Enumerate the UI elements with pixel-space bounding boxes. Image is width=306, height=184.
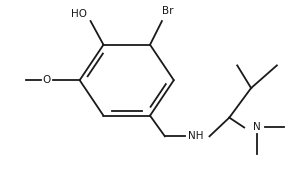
Text: NH: NH — [188, 131, 203, 141]
Text: Br: Br — [162, 6, 174, 16]
Text: HO: HO — [71, 9, 87, 19]
Text: N: N — [253, 123, 261, 132]
Text: O: O — [43, 75, 51, 85]
